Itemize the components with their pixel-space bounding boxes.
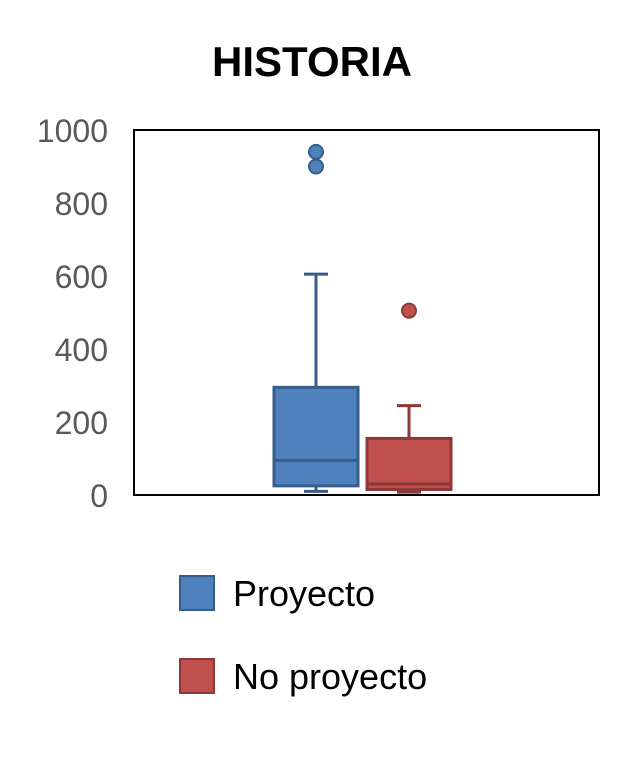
- legend-item: No proyecto: [179, 656, 427, 697]
- y-tick-label: 200: [55, 405, 108, 441]
- legend-item: Proyecto: [179, 573, 375, 614]
- box-iqr: [365, 436, 453, 492]
- boxes-group: [272, 143, 453, 494]
- y-tick-label: 0: [90, 478, 108, 514]
- y-axis: 0 200 400 600 800 1000: [37, 113, 108, 514]
- legend-swatch: [179, 575, 215, 611]
- y-tick-label: 800: [55, 186, 108, 222]
- outlier-point: [308, 158, 324, 175]
- legend: Proyecto No proyecto: [179, 573, 427, 697]
- box-proyecto: [272, 143, 360, 493]
- outlier-point: [308, 143, 324, 160]
- plot-area-frame: [133, 129, 600, 496]
- legend-swatch: [179, 658, 215, 694]
- y-tick-label: 400: [55, 332, 108, 368]
- y-tick-label: 600: [55, 259, 108, 295]
- y-tick-label: 1000: [37, 113, 108, 149]
- chart-title: HISTORIA: [212, 38, 412, 85]
- box-no-proyecto: [365, 302, 453, 494]
- legend-label: No proyecto: [233, 656, 427, 697]
- box-iqr: [272, 385, 360, 488]
- outlier-point: [401, 302, 417, 319]
- legend-label: Proyecto: [233, 573, 375, 614]
